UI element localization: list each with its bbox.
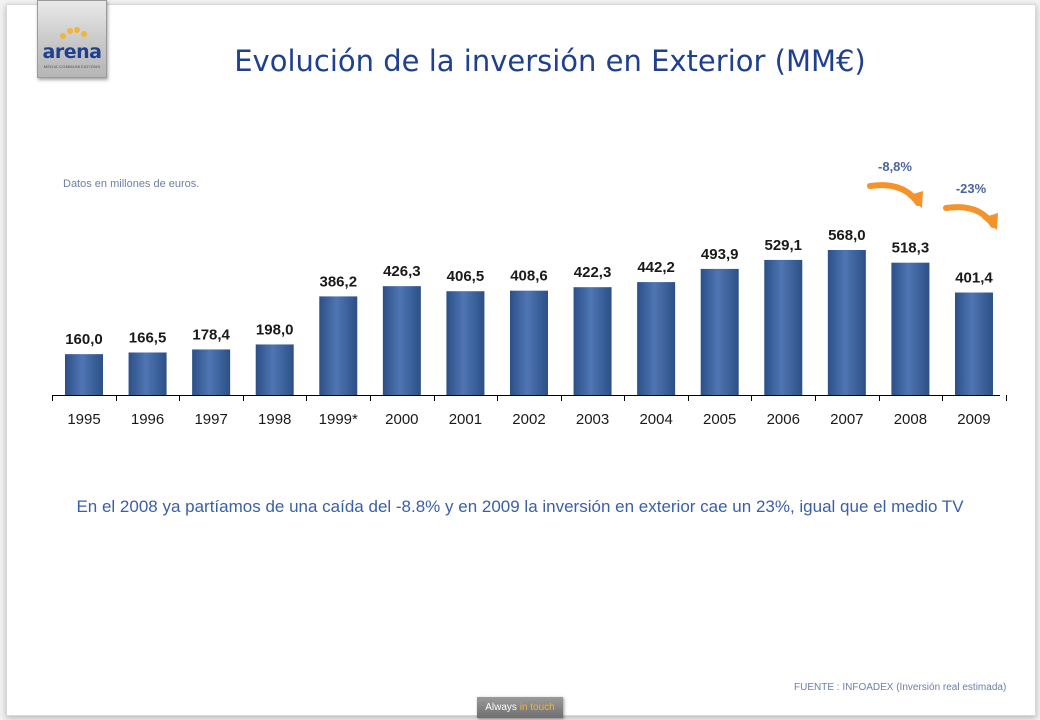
badge-accent-text: in touch xyxy=(519,702,555,713)
decline-arrow-icon xyxy=(867,182,921,206)
bar-2005 xyxy=(700,268,739,395)
bar-2006 xyxy=(764,259,803,395)
x-tick-1997: 1997 xyxy=(194,411,227,428)
bar-2007 xyxy=(827,249,866,395)
decline-arrow-head-icon xyxy=(907,191,923,208)
logo-word: arena xyxy=(42,41,102,63)
data-label-2001: 406,5 xyxy=(447,268,485,285)
x-tick-2005: 2005 xyxy=(703,411,736,428)
decline-arrow-icon xyxy=(943,204,996,228)
summary-text: En el 2008 ya partíamos de una caída del… xyxy=(76,497,964,516)
data-label-1998: 198,0 xyxy=(256,321,294,338)
bar-1995 xyxy=(65,354,103,395)
bar-2003 xyxy=(573,287,612,395)
x-tick-2004: 2004 xyxy=(639,411,672,428)
change-label-2009: -23% xyxy=(956,181,987,196)
x-tick-2000: 2000 xyxy=(385,411,418,428)
decline-arrow-head-icon xyxy=(982,213,998,230)
x-tick-2003: 2003 xyxy=(576,411,609,428)
x-tick-1996: 1996 xyxy=(131,411,164,428)
x-tick-2002: 2002 xyxy=(512,411,545,428)
data-label-2006: 529,1 xyxy=(764,237,802,254)
data-label-2008: 518,3 xyxy=(892,240,930,257)
change-label-2008: -8,8% xyxy=(878,159,912,174)
logo-dots-icon xyxy=(60,27,88,41)
data-label-1999: 386,2 xyxy=(320,273,358,290)
bar-1996 xyxy=(128,352,167,395)
bar-2002 xyxy=(509,290,548,395)
data-label-2005: 493,9 xyxy=(701,246,739,263)
data-label-2007: 568,0 xyxy=(828,227,866,244)
x-tick-2007: 2007 xyxy=(830,411,863,428)
bar-2001 xyxy=(446,291,485,395)
badge-text: Always xyxy=(485,702,517,713)
data-label-2004: 442,2 xyxy=(637,259,675,276)
source-note: FUENTE : INFOADEX (Inversión real estima… xyxy=(794,682,1007,693)
x-tick-2001: 2001 xyxy=(449,411,482,428)
data-label-2000: 426,3 xyxy=(383,263,421,280)
data-label-1995: 160,0 xyxy=(65,331,103,348)
data-label-1997: 178,4 xyxy=(192,326,230,343)
arena-logo: arena MEDIA COMMUNICATIONS xyxy=(37,0,107,78)
always-in-touch-badge: Always in touch xyxy=(477,697,563,718)
bar-2009 xyxy=(954,292,993,395)
x-tick-2008: 2008 xyxy=(894,411,927,428)
x-tick-1998: 1998 xyxy=(258,411,291,428)
bar-2004 xyxy=(637,282,676,395)
bar-1998 xyxy=(255,344,294,395)
bar-1999 xyxy=(319,296,358,395)
page-title: Evolución de la inversión en Exterior (M… xyxy=(234,44,866,78)
data-label-2009: 401,4 xyxy=(955,270,993,287)
bar-1997 xyxy=(192,349,231,395)
bar-2000 xyxy=(382,286,421,395)
x-tick-1999: 1999* xyxy=(319,411,358,428)
x-tick-2006: 2006 xyxy=(767,411,800,428)
data-label-2003: 422,3 xyxy=(574,264,612,281)
units-note: Datos en millones de euros. xyxy=(63,178,200,190)
data-label-1996: 166,5 xyxy=(129,329,167,346)
data-label-2002: 408,6 xyxy=(510,268,548,285)
x-tick-2009: 2009 xyxy=(957,411,990,428)
x-tick-1995: 1995 xyxy=(67,411,100,428)
logo-tagline: MEDIA COMMUNICATIONS xyxy=(43,64,101,69)
bar-2008 xyxy=(891,262,930,395)
